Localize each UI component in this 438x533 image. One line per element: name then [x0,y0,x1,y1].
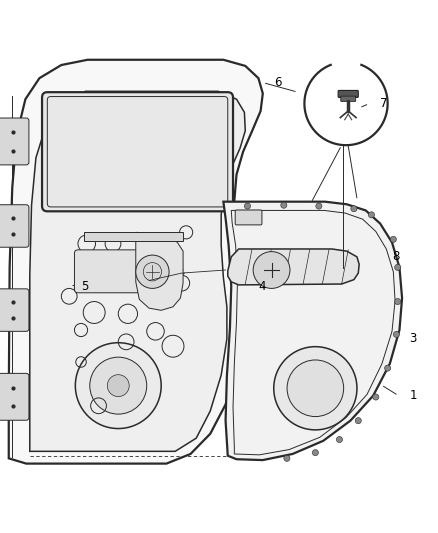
Circle shape [336,437,343,442]
Circle shape [385,365,391,371]
Circle shape [274,346,357,430]
Circle shape [107,375,129,397]
Circle shape [351,206,357,212]
Circle shape [390,236,396,243]
Polygon shape [84,232,183,241]
Circle shape [90,357,147,414]
Circle shape [395,298,401,304]
Circle shape [316,203,322,209]
FancyBboxPatch shape [0,118,29,165]
FancyBboxPatch shape [0,205,29,247]
Text: 5: 5 [81,280,88,293]
Polygon shape [228,249,359,285]
Text: 7: 7 [380,97,388,110]
Circle shape [373,394,379,400]
Polygon shape [223,201,402,460]
Circle shape [281,202,287,208]
FancyBboxPatch shape [235,210,262,225]
Circle shape [355,418,361,424]
FancyBboxPatch shape [42,92,233,211]
Circle shape [253,252,290,288]
Circle shape [395,264,401,270]
Circle shape [284,455,290,462]
Circle shape [287,360,344,417]
Circle shape [393,332,399,337]
Circle shape [368,212,374,218]
Text: 4: 4 [258,280,266,293]
FancyBboxPatch shape [74,250,167,293]
FancyBboxPatch shape [0,289,29,332]
Text: 3: 3 [410,332,417,345]
Polygon shape [9,60,263,464]
Polygon shape [30,91,245,451]
Text: 1: 1 [410,389,417,402]
Circle shape [244,203,251,209]
FancyBboxPatch shape [341,96,356,101]
FancyBboxPatch shape [0,374,29,420]
Text: 6: 6 [274,76,281,89]
Circle shape [136,255,169,288]
Circle shape [75,343,161,429]
Circle shape [312,449,318,456]
Polygon shape [136,232,183,310]
FancyBboxPatch shape [338,91,358,98]
Text: 8: 8 [392,251,399,263]
